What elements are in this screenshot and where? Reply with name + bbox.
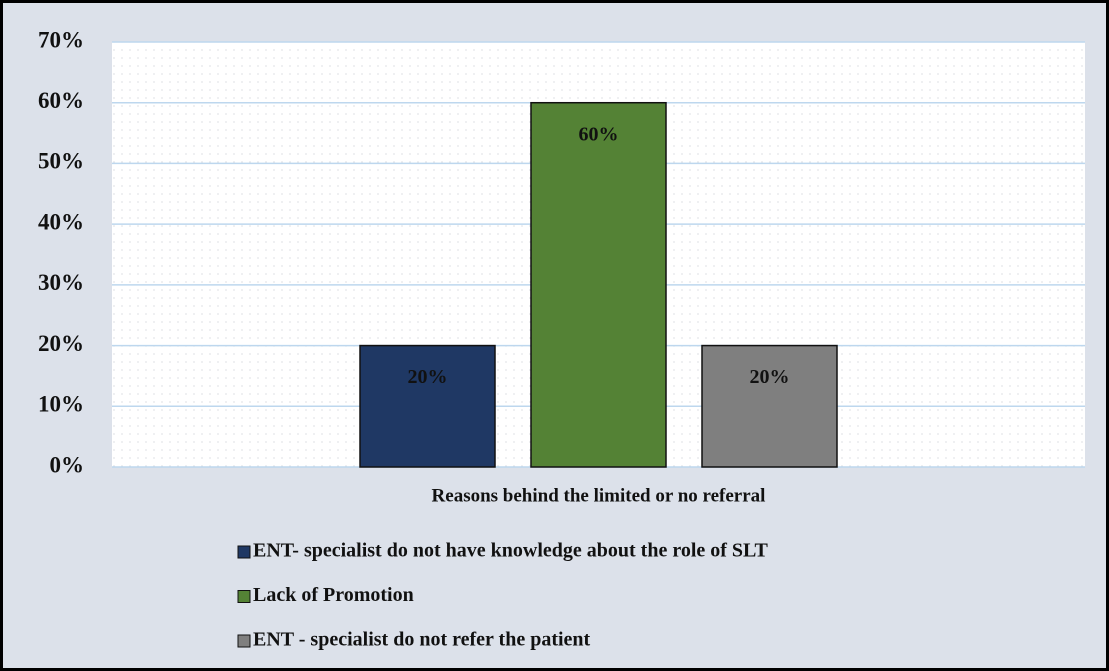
x-tick-label: Reasons behind the limited or no referra… bbox=[432, 485, 766, 506]
bar bbox=[530, 101, 667, 468]
legend-swatch bbox=[237, 590, 251, 603]
y-tick-label: 70% bbox=[38, 27, 84, 52]
legend-swatch bbox=[237, 545, 251, 559]
legend-label: ENT- specialist do not have knowledge ab… bbox=[253, 540, 769, 562]
legend-label: ENT - specialist do not refer the patien… bbox=[253, 629, 591, 651]
y-tick-label: 10% bbox=[38, 392, 84, 417]
bar bbox=[359, 344, 496, 468]
data-label: 20% bbox=[750, 366, 790, 388]
bar bbox=[701, 344, 838, 468]
y-tick-label: 0% bbox=[50, 452, 85, 477]
data-label: 20% bbox=[408, 366, 448, 388]
y-tick-label: 50% bbox=[38, 149, 84, 174]
y-tick-label: 20% bbox=[38, 331, 84, 356]
y-tick-label: 30% bbox=[38, 270, 84, 295]
legend-swatch bbox=[237, 634, 251, 648]
data-label: 60% bbox=[579, 123, 619, 145]
y-tick-label: 60% bbox=[38, 88, 84, 113]
legend-label: Lack of Promotion bbox=[253, 584, 414, 606]
y-tick-label: 40% bbox=[38, 209, 84, 234]
